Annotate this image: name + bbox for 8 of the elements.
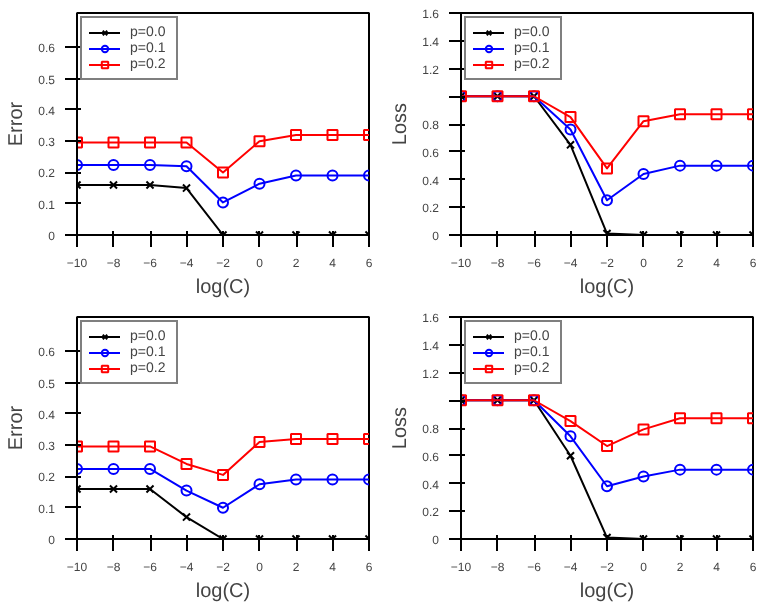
y-axis-title: Loss [390, 406, 413, 450]
x-axis-title: log(C) [195, 277, 251, 299]
x-axis-title: log(C) [579, 277, 635, 299]
x-axis-title: log(C) [195, 581, 251, 603]
x-axis-title: log(C) [579, 581, 635, 603]
y-axis-title: Error [6, 100, 29, 147]
y-axis-title: Loss [390, 102, 413, 146]
y-axis-title: Error [6, 404, 29, 451]
